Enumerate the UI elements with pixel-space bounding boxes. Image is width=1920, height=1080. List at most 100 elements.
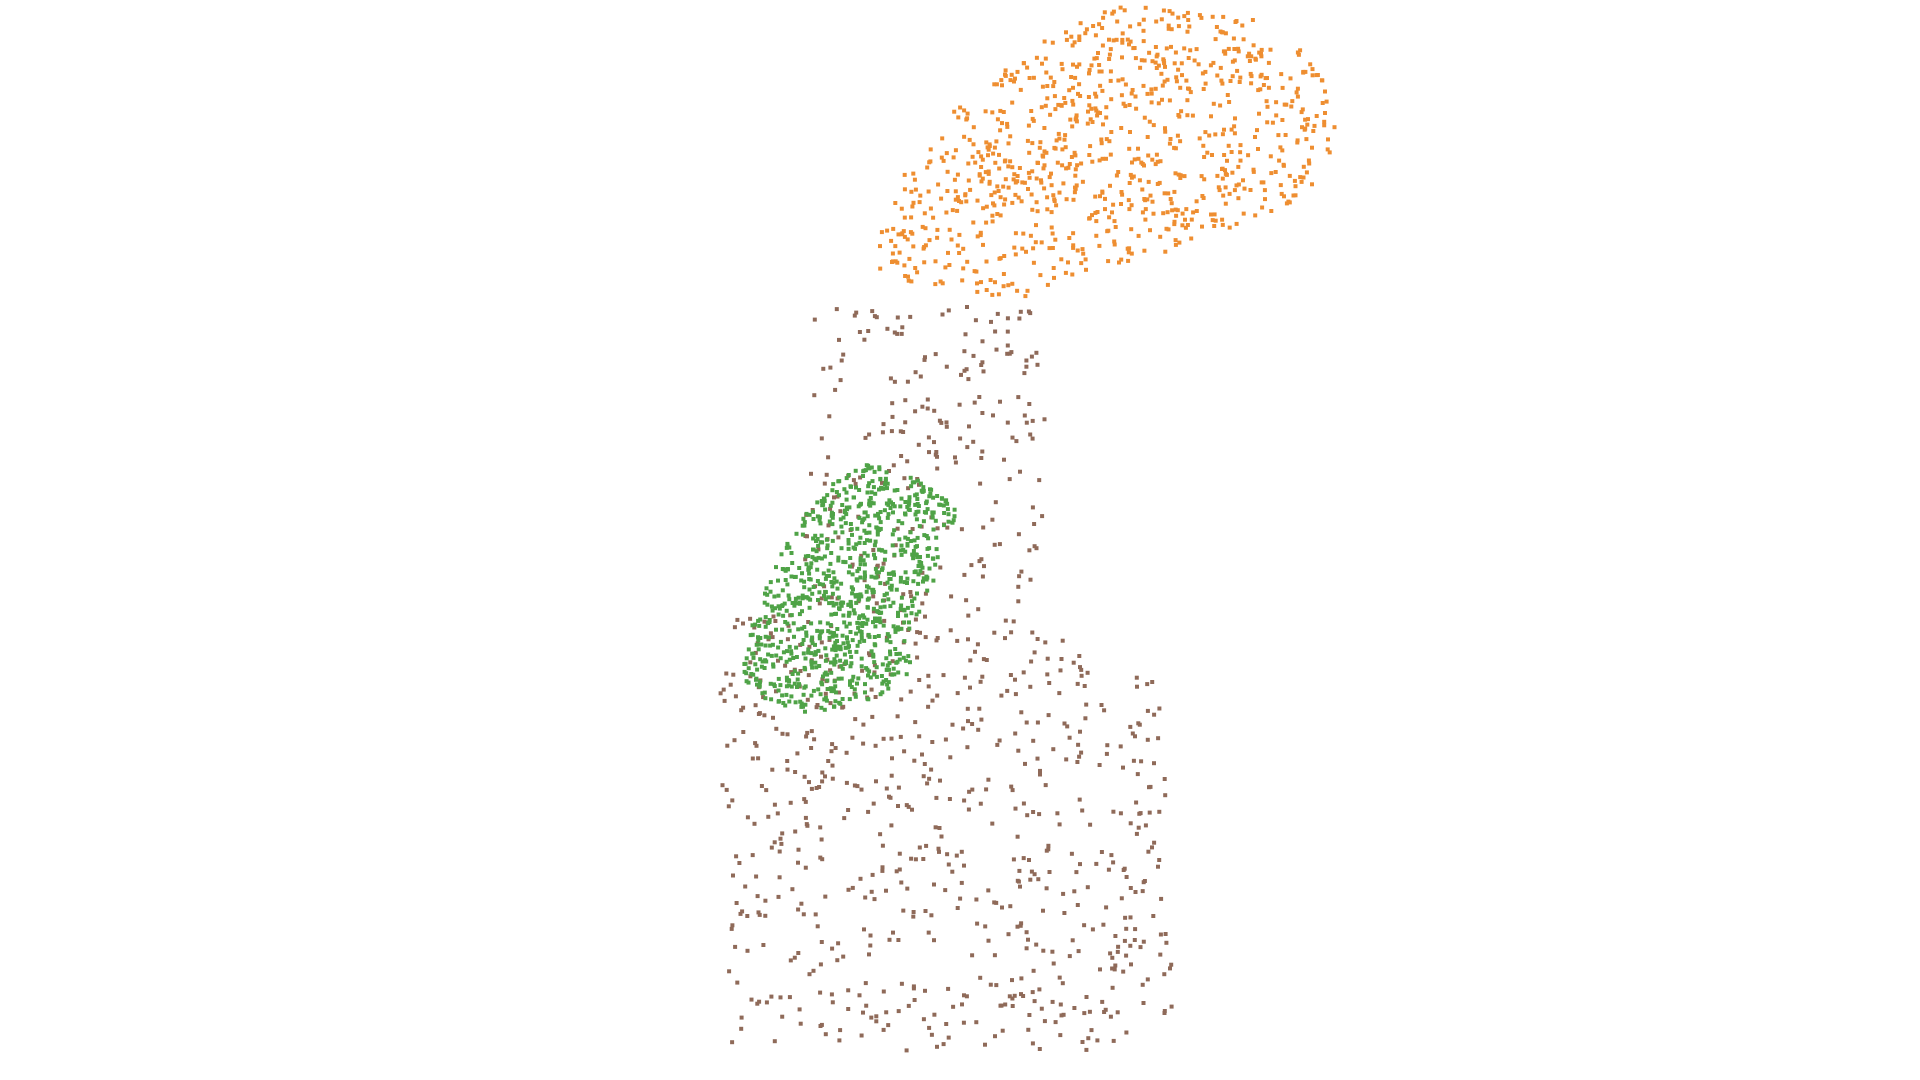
body-point [935, 636, 940, 640]
upper-point [993, 160, 998, 165]
front-patch-point [757, 684, 762, 689]
upper-point [990, 292, 995, 297]
upper-point [1079, 161, 1084, 166]
upper-point [1213, 218, 1218, 223]
front-patch-point [865, 584, 869, 589]
upper-point [1150, 157, 1155, 162]
front-patch-point [894, 652, 899, 656]
body-point [817, 601, 822, 606]
upper-point [953, 189, 958, 194]
upper-point [1090, 213, 1094, 218]
upper-point [906, 278, 911, 283]
front-patch-point [800, 626, 805, 631]
body-point [1105, 743, 1110, 748]
upper-point [1054, 138, 1059, 143]
upper-point [964, 199, 969, 204]
front-patch-point [860, 520, 865, 525]
body-point [908, 314, 913, 319]
front-patch-point [848, 484, 853, 489]
body-point [946, 986, 951, 991]
upper-point [966, 161, 971, 166]
upper-point [1310, 67, 1315, 72]
front-patch-point [839, 546, 844, 551]
upper-point [1127, 146, 1132, 151]
upper-point [1223, 201, 1228, 206]
front-patch-point [823, 590, 828, 595]
body-point [824, 472, 829, 477]
front-patch-point [885, 632, 890, 637]
upper-point [1108, 152, 1113, 157]
upper-point [963, 192, 968, 197]
upper-point [1136, 156, 1141, 161]
body-point [1074, 870, 1079, 875]
upper-point [955, 195, 960, 200]
upper-point [1086, 109, 1090, 114]
front-patch-point [942, 523, 946, 528]
upper-point [1227, 191, 1232, 196]
upper-point [979, 154, 984, 159]
front-patch-point [767, 635, 771, 640]
body-point [934, 450, 939, 454]
front-patch-point [950, 520, 955, 525]
front-patch-point [911, 549, 916, 553]
front-patch-point [927, 566, 932, 571]
upper-point [1185, 10, 1190, 15]
front-patch-point [802, 625, 807, 629]
upper-point [1169, 44, 1173, 49]
body-point [857, 993, 862, 998]
front-patch-point [781, 613, 786, 618]
upper-point [976, 150, 981, 155]
front-patch-point [853, 694, 858, 699]
body-point [858, 475, 863, 480]
body-point [1037, 1047, 1042, 1051]
body-point [948, 628, 953, 633]
front-patch-point [882, 508, 887, 513]
body-point [1080, 808, 1085, 813]
body-point [897, 867, 902, 872]
upper-point [1090, 120, 1095, 124]
upper-point [1064, 197, 1069, 202]
front-patch-point [919, 561, 924, 565]
front-patch-point [872, 642, 877, 647]
body-point [1009, 630, 1014, 635]
body-point [941, 673, 946, 678]
upper-point [1070, 272, 1075, 277]
upper-point [1084, 27, 1089, 32]
body-point [774, 726, 779, 731]
front-patch-point [871, 590, 876, 594]
body-point [1080, 1040, 1085, 1044]
upper-point [944, 151, 949, 156]
upper-point [1073, 117, 1078, 122]
upper-point [1010, 100, 1015, 105]
upper-point [986, 169, 991, 174]
body-point [959, 372, 963, 377]
body-point [1069, 851, 1074, 856]
front-patch-point [864, 621, 869, 626]
front-patch-point [914, 612, 919, 617]
front-patch-point [840, 530, 845, 535]
front-patch-point [898, 606, 903, 611]
front-patch-point [829, 670, 834, 675]
front-patch-point [832, 704, 837, 709]
body-point [822, 481, 827, 486]
upper-point [1166, 191, 1171, 196]
upper-point [1000, 121, 1004, 126]
body-point [1168, 966, 1172, 971]
body-point [1053, 1020, 1058, 1025]
body-point [851, 478, 856, 483]
front-patch-point [817, 636, 822, 641]
body-point [850, 885, 855, 890]
front-patch-point [789, 684, 794, 689]
upper-point [1281, 163, 1286, 168]
front-patch-point [872, 635, 877, 639]
front-patch-point [851, 674, 856, 679]
upper-point [1238, 158, 1243, 163]
front-patch-point [849, 654, 854, 659]
upper-point [1129, 251, 1134, 256]
body-point [980, 449, 985, 454]
upper-point [1111, 9, 1116, 14]
front-patch-point [904, 613, 909, 618]
upper-point [984, 220, 989, 225]
body-point [1013, 806, 1018, 811]
